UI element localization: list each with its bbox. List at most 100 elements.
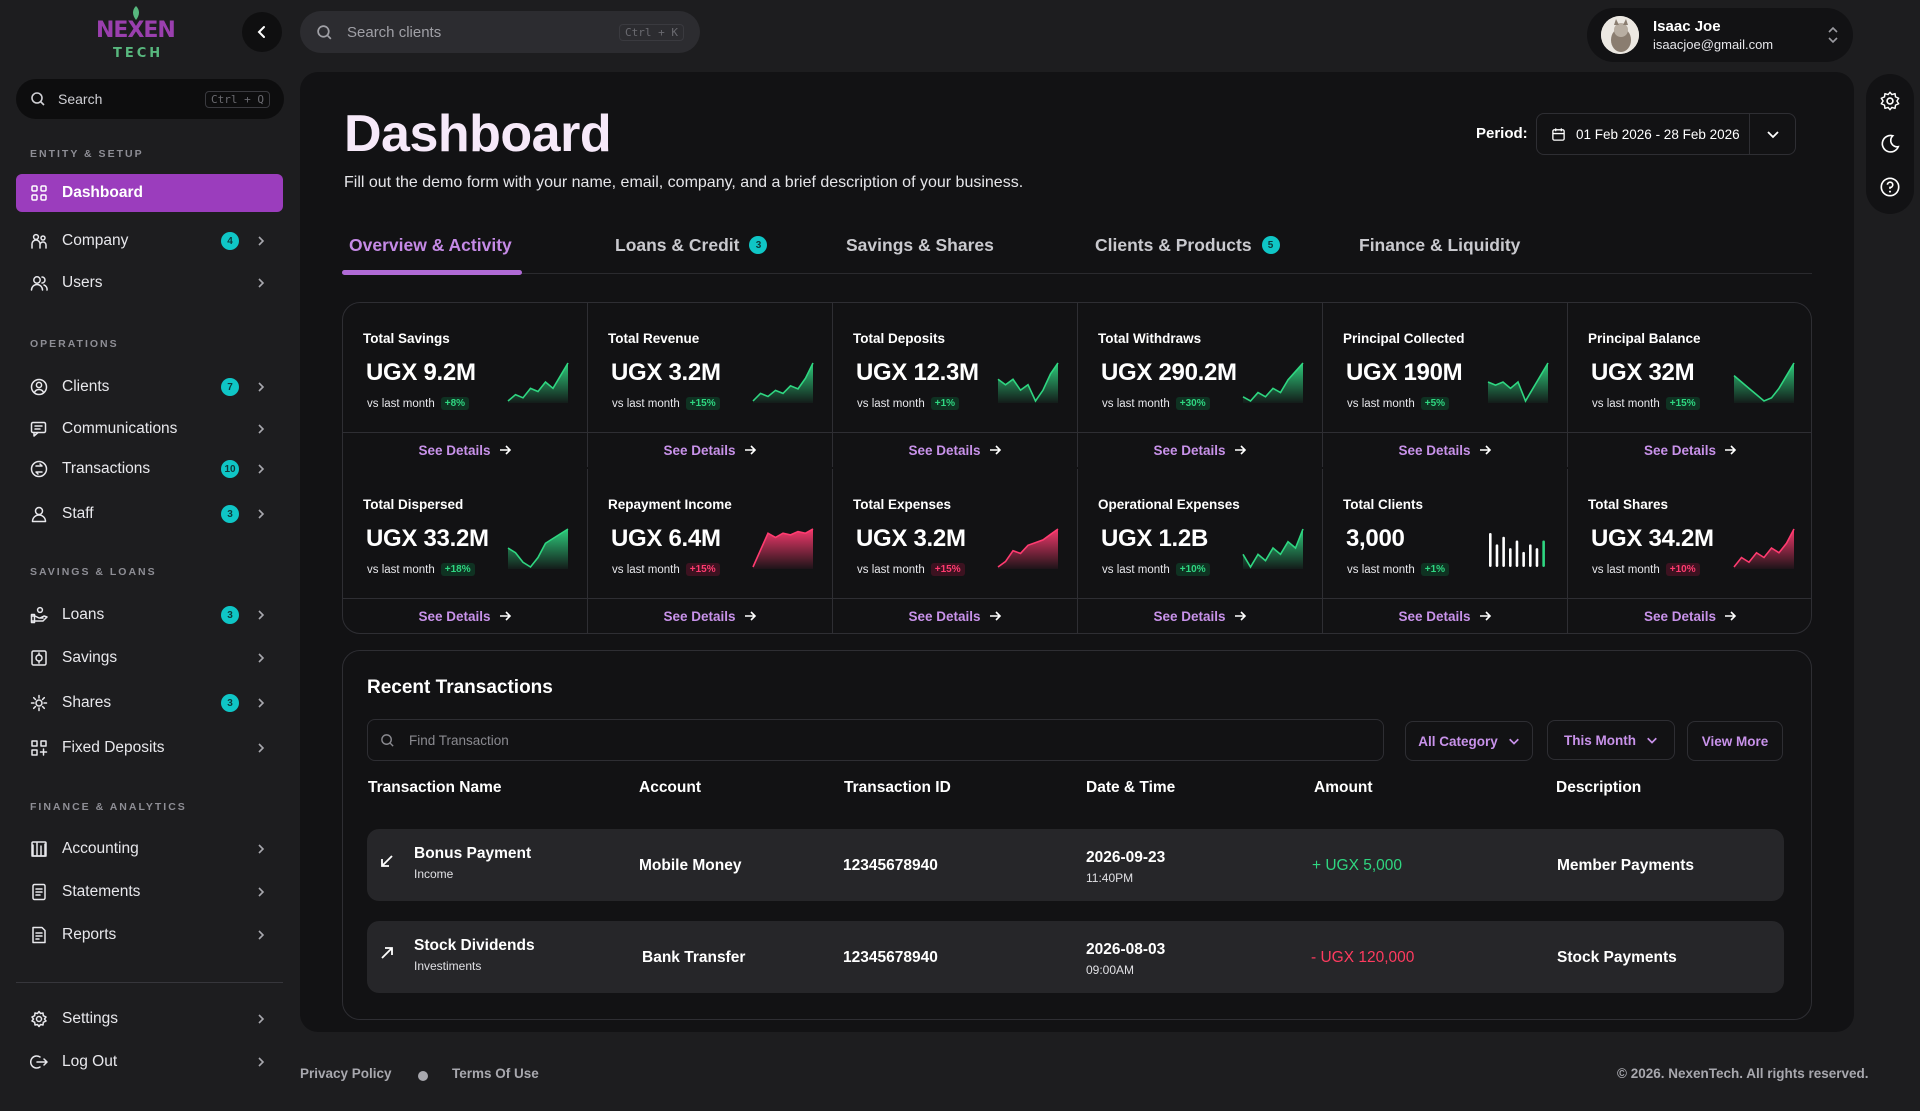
tab-overview[interactable]: Overview & Activity — [349, 230, 512, 260]
stat-compare-label: vs last month — [367, 397, 435, 410]
savings-icon — [31, 650, 47, 666]
sidebar-item-shares[interactable]: Shares 3 — [16, 684, 283, 722]
see-details-link[interactable]: See Details — [833, 433, 1077, 467]
sparkline-chart — [997, 528, 1059, 569]
brand-logo[interactable]: NEXEN TECH — [96, 6, 176, 62]
see-details-label: See Details — [663, 442, 736, 458]
sparkline-chart — [997, 362, 1059, 403]
spark-area — [753, 363, 813, 403]
sidebar-item-users[interactable]: Users — [16, 264, 283, 302]
chat-icon — [30, 421, 47, 437]
gear-icon[interactable] — [1879, 90, 1901, 112]
sidebar-item-accounting[interactable]: Accounting — [16, 830, 283, 868]
stat-compare-label: vs last month — [612, 563, 680, 576]
see-details-link[interactable]: See Details — [1078, 433, 1322, 467]
view-more-button[interactable]: View More — [1687, 721, 1783, 761]
sidebar-item-label: Staff — [62, 505, 94, 522]
see-details-link[interactable]: See Details — [1323, 599, 1567, 633]
sidebar-item-clients[interactable]: Clients 7 — [16, 368, 283, 406]
spark-bar — [1502, 536, 1505, 567]
arrow-right-icon — [1479, 611, 1491, 621]
tab-label: Overview & Activity — [349, 234, 512, 255]
stat-title: Repayment Income — [608, 497, 732, 512]
stat-compare-label: vs last month — [857, 563, 925, 576]
period-picker[interactable]: 01 Feb 2026 - 28 Feb 2026 — [1536, 113, 1796, 155]
stat-change: +15% — [685, 563, 720, 576]
sidebar-item-fixed-deposits[interactable]: Fixed Deposits — [16, 729, 283, 767]
see-details-link[interactable]: See Details — [343, 433, 587, 467]
avatar — [1601, 16, 1639, 54]
spark-bar — [1529, 544, 1532, 567]
arrow-right-icon — [744, 445, 756, 455]
recent-transactions-title: Recent Transactions — [367, 677, 553, 698]
stat-compare-label: vs last month — [1592, 397, 1660, 410]
tab-loans[interactable]: Loans & Credit 3 — [615, 230, 768, 260]
sparkline-chart — [752, 528, 814, 569]
see-details-link[interactable]: See Details — [833, 599, 1077, 633]
sidebar-item-label: Shares — [62, 694, 112, 711]
sidebar-item-staff[interactable]: Staff 3 — [16, 495, 283, 533]
find-transaction[interactable]: Find Transaction — [367, 719, 1384, 761]
stat-card: Total Deposits UGX 12.3M vs last month +1% S… — [833, 303, 1078, 467]
sidebar-item-communications[interactable]: Communications — [16, 410, 283, 448]
privacy-policy-link[interactable]: Privacy Policy — [300, 1066, 392, 1081]
table-row[interactable]: Bonus Payment Income Mobile Money 1234567… — [367, 829, 1784, 901]
sidebar-item-badge: 3 — [221, 606, 239, 624]
sparkline-chart — [1733, 362, 1795, 403]
stat-card: Operational Expenses UGX 1.2B vs last mont… — [1078, 469, 1323, 633]
stat-value: UGX 9.2M — [366, 359, 476, 386]
find-transaction-input[interactable]: Find Transaction — [409, 732, 509, 748]
sidebar-search[interactable]: Search Ctrl + Q — [16, 79, 284, 119]
see-details-link[interactable]: See Details — [588, 433, 832, 467]
sidebar-item-label: Dashboard — [62, 184, 143, 201]
sidebar-search-input[interactable]: Search — [58, 91, 103, 107]
sidebar-item-company[interactable]: Company 4 — [16, 222, 283, 260]
tab-clients[interactable]: Clients & Products 5 — [1095, 230, 1280, 260]
tab-label: Clients & Products — [1095, 234, 1252, 255]
sidebar-item-settings[interactable]: Settings — [16, 1000, 283, 1038]
sidebar-item-transactions[interactable]: Transactions 10 — [16, 450, 283, 488]
see-details-link[interactable]: See Details — [343, 599, 587, 633]
table-row[interactable]: Stock Dividends Investiments Bank Transfe… — [367, 921, 1784, 993]
see-details-link[interactable]: See Details — [1078, 599, 1322, 633]
see-details-label: See Details — [1153, 442, 1226, 458]
chevron-right-icon — [253, 843, 269, 855]
spark-bar — [1509, 548, 1512, 567]
sidebar-item-statements[interactable]: Statements — [16, 873, 283, 911]
moon-icon[interactable] — [1879, 133, 1901, 155]
tab-finance[interactable]: Finance & Liquidity — [1359, 230, 1520, 260]
sidebar-collapse-button[interactable] — [242, 12, 282, 52]
sidebar-item-label: Log Out — [62, 1053, 118, 1070]
sidebar-item-badge: 3 — [221, 505, 239, 523]
chevron-right-icon — [253, 277, 269, 289]
sidebar-item-loans[interactable]: Loans 3 — [16, 596, 283, 634]
spark-line — [997, 362, 1059, 403]
see-details-link[interactable]: See Details — [588, 599, 832, 633]
tab-savings[interactable]: Savings & Shares — [846, 230, 994, 260]
terms-link[interactable]: Terms Of Use — [452, 1066, 539, 1081]
stat-value: UGX 32M — [1591, 359, 1695, 386]
see-details-link[interactable]: See Details — [1568, 599, 1811, 633]
transaction-time: 11:40PM — [1086, 871, 1134, 885]
client-search-input[interactable]: Search clients — [347, 23, 442, 41]
sidebar-item-reports[interactable]: Reports — [16, 916, 283, 954]
copyright: © 2026. NexenTech. All rights reserved. — [1617, 1066, 1869, 1081]
period-dropdown-button[interactable] — [1749, 114, 1795, 154]
transaction-type: Investiments — [414, 959, 482, 973]
spark-line — [1487, 362, 1549, 403]
sidebar-item-log-out[interactable]: Log Out — [16, 1043, 283, 1081]
period-filter[interactable]: This Month — [1547, 720, 1675, 760]
arrow-right-icon — [989, 445, 1001, 455]
arrow-right-icon — [499, 445, 511, 455]
page-subtitle: Fill out the demo form with your name, e… — [344, 174, 1024, 191]
chevron-right-icon — [253, 235, 269, 247]
sidebar-item-dashboard[interactable]: Dashboard — [16, 174, 283, 212]
client-search[interactable]: Search clients Ctrl + K — [300, 11, 700, 53]
see-details-link[interactable]: See Details — [1323, 433, 1567, 467]
sidebar-item-savings[interactable]: Savings — [16, 639, 283, 677]
category-filter[interactable]: All Category — [1405, 721, 1533, 761]
tab-label: Savings & Shares — [846, 234, 994, 255]
user-menu[interactable]: Isaac Joe isaacjoe@gmail.com — [1587, 8, 1853, 62]
help-icon[interactable] — [1879, 176, 1901, 198]
see-details-link[interactable]: See Details — [1568, 433, 1811, 467]
